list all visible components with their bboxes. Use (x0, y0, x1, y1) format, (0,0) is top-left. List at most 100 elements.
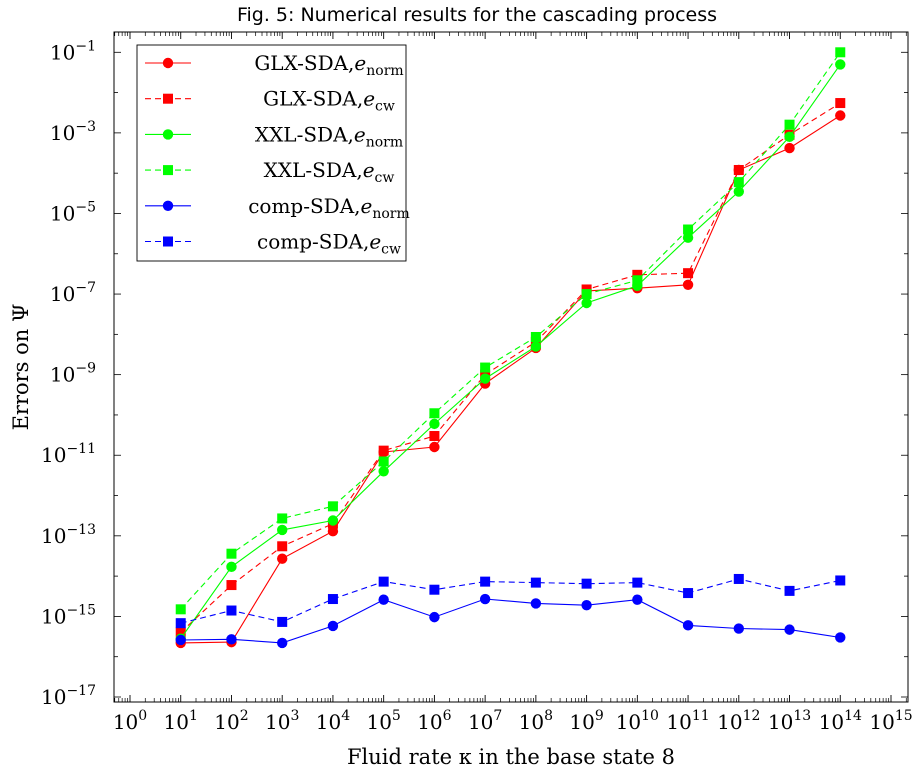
data-point (226, 634, 237, 645)
legend-entry: GLX-SDA,ecw (145, 87, 395, 115)
series-xxl-sda-cw (175, 47, 846, 615)
data-point (479, 593, 491, 605)
data-point (277, 553, 288, 564)
x-tick-label: 105 (366, 708, 400, 734)
data-point (226, 580, 237, 591)
data-point (277, 616, 288, 627)
data-point (480, 576, 491, 587)
plot-series (175, 47, 846, 649)
legend: GLX-SDA,enorm GLX-SDA,ecw XXL-SDA,enorm XXL… (136, 44, 410, 262)
legend-entry: XXL-SDA,ecw (145, 158, 394, 186)
legend-label: GLX-SDA,ecw (263, 87, 395, 115)
legend-label: comp-SDA,ecw (257, 230, 401, 258)
data-point (429, 441, 440, 453)
y-tick-label: 10−9 (50, 361, 96, 387)
legend-entry: XXL-SDA,enorm (145, 122, 403, 150)
x-tick-label: 106 (417, 708, 451, 734)
legend-marker (163, 165, 173, 176)
data-point (530, 577, 541, 588)
data-point (378, 445, 389, 456)
y-tick-label: 10−15 (41, 602, 96, 628)
data-point (733, 623, 744, 634)
x-tick-label: 107 (468, 708, 502, 734)
x-tick-label: 1012 (717, 708, 760, 734)
data-point (835, 47, 846, 58)
data-point (581, 297, 592, 309)
data-point (378, 576, 389, 587)
data-point (479, 373, 491, 384)
data-point (378, 466, 389, 477)
series-line (180, 64, 841, 640)
data-point (530, 341, 542, 352)
legend-marker (162, 57, 174, 69)
legend-marker (162, 129, 174, 140)
data-point (327, 620, 339, 632)
legend-box (136, 44, 407, 262)
series-line (180, 115, 841, 644)
data-point (733, 573, 744, 584)
data-point (277, 637, 288, 649)
series-xxl-sda-norm (175, 59, 846, 644)
data-point (632, 275, 643, 286)
data-point (175, 634, 186, 646)
data-point (683, 224, 694, 235)
data-point (429, 611, 440, 623)
series-line (180, 51, 841, 610)
data-point (429, 431, 440, 442)
data-point (835, 110, 846, 121)
series-line (180, 102, 841, 633)
y-tick-label: 10−17 (41, 683, 96, 709)
legend-label: comp-SDA,enorm (248, 194, 410, 222)
data-point (784, 142, 795, 154)
x-tick-label: 100 (113, 708, 147, 734)
data-point (682, 620, 694, 631)
data-point (581, 578, 592, 589)
y-tick-label: 10−7 (50, 280, 96, 306)
data-point (683, 268, 694, 279)
data-point (378, 456, 389, 467)
data-point (784, 585, 795, 596)
legend-entry: comp-SDA,enorm (145, 194, 410, 222)
x-axis-label: Fluid rate κ in the base state 8 (347, 745, 675, 769)
data-point (733, 177, 744, 188)
legend-label: XXL-SDA,ecw (264, 158, 395, 186)
data-point (733, 164, 744, 175)
data-point (733, 186, 744, 197)
data-point (632, 269, 643, 280)
data-point (327, 594, 338, 605)
data-point (175, 627, 186, 638)
data-point (429, 584, 440, 595)
data-point (530, 598, 542, 609)
x-tick-label: 103 (265, 708, 299, 734)
series-line (180, 578, 841, 624)
data-point (581, 289, 592, 300)
data-point (378, 594, 389, 605)
data-point (784, 131, 795, 142)
data-point (429, 418, 440, 430)
tick-labels: 100 101 102 103 104 105 106 107 108 109 1010 1011 10… (41, 38, 913, 734)
y-tick-label: 10−11 (41, 441, 96, 467)
data-point (530, 331, 541, 342)
legend-marker (162, 200, 174, 211)
data-point (226, 548, 237, 559)
plot-area (113, 31, 909, 703)
legend-label: GLX-SDA,enorm (254, 51, 403, 79)
x-tick-label: 108 (519, 708, 553, 734)
data-point (784, 119, 795, 130)
data-point (682, 279, 694, 290)
series-comp-sda-norm (175, 593, 846, 649)
y-tick-label: 10−3 (50, 119, 96, 145)
data-point (632, 577, 643, 588)
series-line (180, 598, 841, 644)
y-tick-label: 10−5 (50, 199, 96, 225)
data-point (835, 98, 846, 109)
y-tick-label: 10−1 (50, 38, 96, 64)
data-point (327, 501, 338, 512)
chart-title: Fig. 5: Numerical results for the cascad… (237, 4, 717, 26)
x-tick-label: 109 (569, 708, 603, 734)
legend-entry: GLX-SDA,enorm (145, 51, 404, 79)
data-point (277, 513, 288, 524)
data-point (835, 575, 846, 586)
x-tick-label: 102 (214, 708, 248, 734)
